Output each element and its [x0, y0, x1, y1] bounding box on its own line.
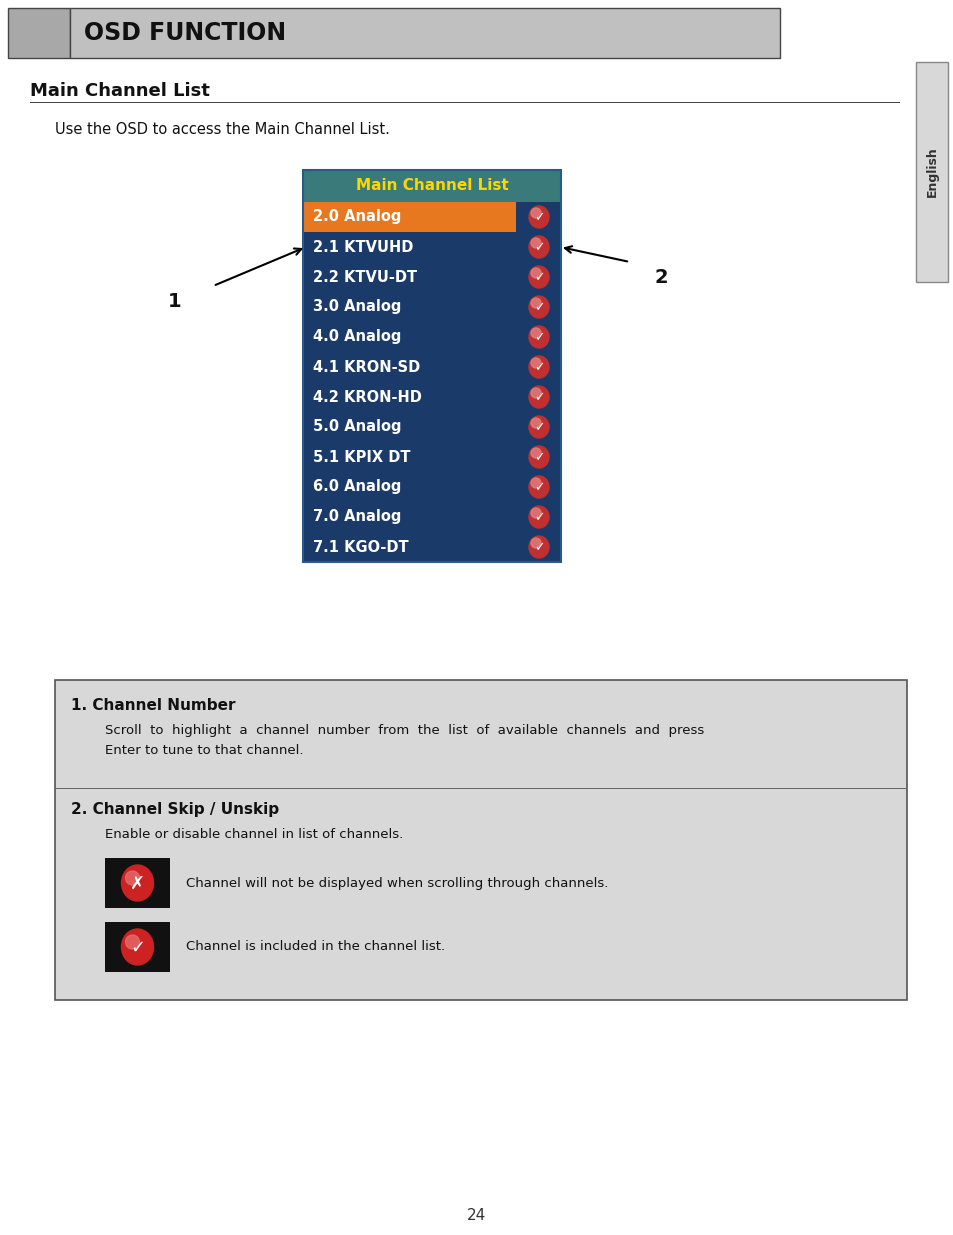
Bar [303, 382, 560, 412]
Bar [303, 442, 560, 472]
Ellipse shape [121, 864, 153, 902]
Bar [303, 322, 560, 352]
Bar [303, 352, 560, 382]
Ellipse shape [529, 236, 548, 258]
Text: Channel is included in the channel list.: Channel is included in the channel list. [186, 941, 445, 953]
Bar [70, 7, 780, 58]
Text: Main Channel List: Main Channel List [355, 179, 508, 194]
Text: 2.0 Analog: 2.0 Analog [313, 210, 401, 225]
Text: Scroll  to  highlight  a  channel  number  from  the  list  of  available  chann: Scroll to highlight a channel number fro… [105, 724, 703, 737]
Text: ✗: ✗ [130, 876, 145, 893]
Bar [303, 532, 560, 562]
Ellipse shape [529, 416, 548, 438]
Text: ✓: ✓ [533, 362, 543, 374]
Ellipse shape [531, 388, 540, 398]
Ellipse shape [529, 475, 548, 498]
Ellipse shape [531, 508, 540, 517]
Text: OSD FUNCTION: OSD FUNCTION [84, 21, 286, 44]
Text: ✓: ✓ [533, 421, 543, 435]
Text: 4.1 KRON-SD: 4.1 KRON-SD [313, 359, 420, 374]
Ellipse shape [529, 506, 548, 529]
Text: 4.2 KRON-HD: 4.2 KRON-HD [313, 389, 421, 405]
Text: 4.0 Analog: 4.0 Analog [313, 330, 401, 345]
Ellipse shape [531, 538, 540, 548]
Bar [303, 262, 560, 291]
Text: 7.1 KGO-DT: 7.1 KGO-DT [313, 540, 408, 555]
Text: 1. Channel Number: 1. Channel Number [71, 698, 235, 713]
Text: Enter to tune to that channel.: Enter to tune to that channel. [105, 743, 303, 757]
Text: ✓: ✓ [533, 301, 543, 315]
Bar [303, 232, 560, 262]
Ellipse shape [529, 387, 548, 408]
Text: Main Channel List: Main Channel List [30, 82, 210, 100]
Bar [105, 923, 170, 972]
Text: English: English [924, 147, 938, 198]
Bar [55, 680, 906, 1000]
Bar [915, 62, 947, 282]
Ellipse shape [126, 935, 139, 948]
Ellipse shape [531, 329, 540, 338]
Text: ✓: ✓ [533, 211, 543, 225]
Text: ✓: ✓ [533, 541, 543, 555]
Ellipse shape [531, 207, 540, 219]
Bar [8, 7, 70, 58]
Text: 3.0 Analog: 3.0 Analog [313, 300, 401, 315]
Bar [303, 472, 560, 501]
Text: 5.1 KPIX DT: 5.1 KPIX DT [313, 450, 410, 464]
Text: 24: 24 [467, 1208, 486, 1223]
Text: ✓: ✓ [533, 272, 543, 284]
Text: ✓: ✓ [533, 331, 543, 345]
Ellipse shape [126, 871, 139, 885]
Text: ✓: ✓ [533, 482, 543, 494]
Ellipse shape [531, 417, 540, 429]
Ellipse shape [531, 358, 540, 368]
Bar [303, 170, 560, 203]
Text: 2. Channel Skip / Unskip: 2. Channel Skip / Unskip [71, 802, 279, 818]
Ellipse shape [531, 478, 540, 488]
Ellipse shape [529, 266, 548, 288]
Ellipse shape [531, 238, 540, 248]
Bar [303, 501, 560, 532]
Ellipse shape [529, 206, 548, 228]
Text: Enable or disable channel in list of channels.: Enable or disable channel in list of cha… [105, 827, 403, 841]
Ellipse shape [529, 356, 548, 378]
Bar [303, 412, 560, 442]
Text: 5.0 Analog: 5.0 Analog [313, 420, 401, 435]
Text: Channel will not be displayed when scrolling through channels.: Channel will not be displayed when scrol… [186, 877, 608, 889]
Text: 1: 1 [168, 291, 182, 311]
Ellipse shape [531, 298, 540, 308]
Text: 6.0 Analog: 6.0 Analog [313, 479, 401, 494]
Text: ✓: ✓ [533, 391, 543, 405]
Ellipse shape [529, 446, 548, 468]
Text: ✓: ✓ [533, 511, 543, 525]
Bar [105, 858, 170, 908]
Text: 7.0 Analog: 7.0 Analog [313, 510, 401, 525]
Text: ✓: ✓ [130, 939, 145, 957]
Text: ✓: ✓ [533, 452, 543, 464]
Bar [303, 291, 560, 322]
Text: ✓: ✓ [533, 242, 543, 254]
Ellipse shape [531, 268, 540, 278]
Ellipse shape [531, 448, 540, 458]
Text: 2.1 KTVUHD: 2.1 KTVUHD [313, 240, 413, 254]
Ellipse shape [121, 929, 153, 965]
Bar [303, 203, 516, 232]
Ellipse shape [529, 536, 548, 558]
Ellipse shape [529, 296, 548, 317]
Bar [516, 203, 560, 232]
Bar [303, 170, 560, 562]
Text: Use the OSD to access the Main Channel List.: Use the OSD to access the Main Channel L… [55, 122, 390, 137]
Text: 2: 2 [655, 268, 668, 287]
Text: 2.2 KTVU-DT: 2.2 KTVU-DT [313, 269, 416, 284]
Ellipse shape [529, 326, 548, 348]
